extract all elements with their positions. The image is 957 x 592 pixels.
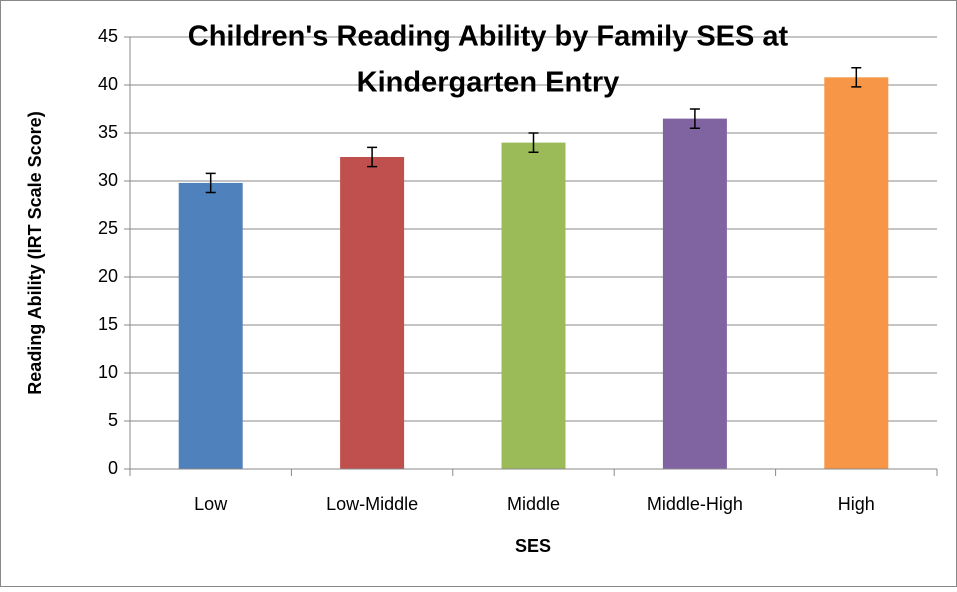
error-bar [689,108,700,129]
y-tick-label: 10 [98,362,118,382]
y-tick-label: 40 [98,74,118,94]
bar [824,77,889,469]
x-tick-label: Middle [507,494,560,514]
error-bar [851,66,862,88]
chart-title: Kindergarten Entry [357,67,620,99]
bar [501,142,566,469]
x-tick-label: Middle-High [647,494,743,514]
y-tick-label: 45 [98,26,118,46]
y-tick-label: 25 [98,218,118,238]
error-bar [528,132,539,153]
bar [178,182,243,470]
y-tick-label: 35 [98,122,118,142]
y-axis-title: Reading Ability (IRT Scale Score) [25,111,45,394]
y-tick-label: 5 [108,410,118,430]
x-tick-label: Low-Middle [326,494,418,514]
x-tick-label: High [838,494,875,514]
x-axis-title: SES [515,536,551,556]
bar [340,157,405,469]
x-tick-label: Low [194,494,228,514]
y-tick-label: 30 [98,170,118,190]
bar [662,118,727,469]
chart-title: Children's Reading Ability by Family SES… [188,21,789,53]
y-tick-label: 0 [108,458,118,478]
error-bar [367,146,378,168]
y-tick-label: 20 [98,266,118,286]
y-tick-label: 15 [98,314,118,334]
error-bar [205,172,216,194]
